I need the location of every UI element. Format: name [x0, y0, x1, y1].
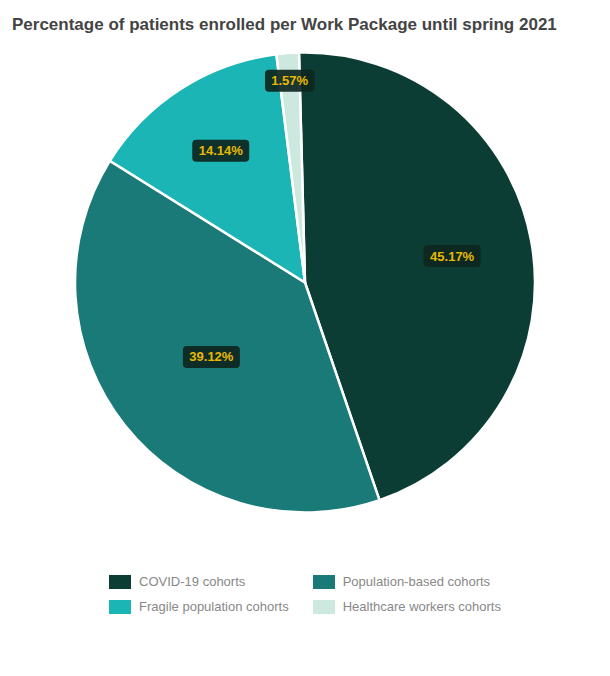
- html-text:Healthcare workers cohorts: Healthcare workers cohorts: [342, 599, 501, 615]
- svg-text:14.14%: 14.14%: [199, 143, 244, 158]
- html-text:Fragile population cohorts: Fragile population cohorts: [139, 599, 289, 615]
- svg-text:1.57%: 1.57%: [271, 73, 308, 88]
- svg-text:39.12%: 39.12%: [189, 350, 234, 365]
- html-text:Percentage of patients enrolle: Percentage of patients enrolled per Work…: [12, 15, 557, 34]
- html-text:COVID-19 cohorts: COVID-19 cohorts: [139, 574, 246, 590]
- html-text:Population-based cohorts: Population-based cohorts: [342, 574, 491, 590]
- svg-text:45.17%: 45.17%: [430, 249, 475, 264]
